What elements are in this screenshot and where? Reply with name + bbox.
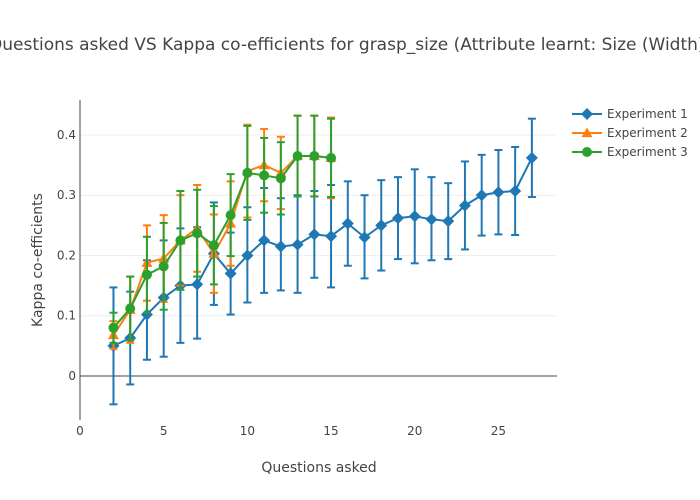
data-point bbox=[191, 278, 204, 291]
data-point bbox=[241, 249, 254, 262]
legend-item-2[interactable]: Experiment 2 bbox=[572, 126, 688, 140]
data-point bbox=[192, 228, 203, 239]
legend-marker bbox=[581, 108, 593, 120]
data-point bbox=[326, 152, 337, 163]
chart-title: Questions asked VS Kappa co-efficients f… bbox=[0, 35, 700, 55]
data-point bbox=[224, 267, 237, 280]
x-tick-label: 10 bbox=[240, 424, 255, 438]
x-axis-title: Questions asked bbox=[261, 460, 376, 476]
grid-lines bbox=[80, 134, 557, 317]
data-point bbox=[140, 308, 153, 321]
y-axis-title: Kappa co-efficients bbox=[30, 193, 46, 327]
legend-item-3[interactable]: Experiment 3 bbox=[572, 145, 688, 159]
y-tick-label: 0.3 bbox=[57, 188, 76, 202]
axes: 0 0.1 0.2 0.3 0.4 0 5 10 15 20 25 bbox=[57, 100, 557, 438]
data-point bbox=[258, 234, 271, 247]
data-point bbox=[442, 215, 455, 228]
x-tick-label: 25 bbox=[491, 424, 506, 438]
data-point bbox=[259, 170, 270, 181]
data-point bbox=[392, 212, 404, 225]
x-tick-label: 5 bbox=[160, 424, 168, 438]
data-point bbox=[175, 235, 186, 246]
data-point bbox=[358, 231, 371, 244]
data-point bbox=[375, 219, 388, 232]
data-point bbox=[309, 151, 320, 162]
y-tick-label: 0.2 bbox=[57, 248, 76, 262]
data-point bbox=[208, 240, 219, 251]
series-layer bbox=[107, 114, 538, 406]
data-point bbox=[492, 186, 505, 199]
x-tick-label: 20 bbox=[407, 424, 422, 438]
data-point bbox=[125, 303, 136, 314]
data-point bbox=[225, 210, 236, 221]
data-point bbox=[291, 238, 304, 251]
data-point bbox=[158, 261, 169, 272]
legend-label: Experiment 1 bbox=[607, 107, 688, 121]
legend-label: Experiment 2 bbox=[607, 126, 688, 140]
data-point bbox=[108, 322, 119, 333]
data-point bbox=[141, 269, 152, 280]
data-point bbox=[425, 213, 438, 226]
y-tick-label: 0 bbox=[68, 369, 76, 383]
data-point bbox=[509, 184, 522, 197]
legend-item-1[interactable]: Experiment 1 bbox=[572, 107, 688, 121]
data-point bbox=[341, 217, 354, 230]
y-tick-label: 0.1 bbox=[57, 309, 76, 323]
legend-marker bbox=[582, 147, 592, 157]
legend-marker bbox=[581, 127, 593, 138]
y-tick-label: 0.4 bbox=[57, 128, 76, 142]
x-tick-label: 15 bbox=[323, 424, 338, 438]
data-point bbox=[292, 151, 303, 162]
data-point bbox=[408, 210, 421, 223]
data-point bbox=[242, 167, 253, 178]
data-point bbox=[475, 189, 488, 202]
series-line bbox=[113, 157, 533, 347]
data-point bbox=[308, 228, 321, 241]
x-tick-label: 0 bbox=[76, 424, 84, 438]
data-point bbox=[274, 240, 287, 253]
series-1 bbox=[107, 117, 538, 406]
series-3 bbox=[108, 114, 337, 344]
data-point bbox=[275, 173, 286, 184]
data-point bbox=[458, 199, 471, 212]
data-point bbox=[525, 151, 538, 164]
legend-label: Experiment 3 bbox=[607, 145, 688, 159]
data-point bbox=[325, 230, 338, 243]
legend[interactable]: Experiment 1 Experiment 2 Experiment 3 bbox=[572, 107, 688, 159]
